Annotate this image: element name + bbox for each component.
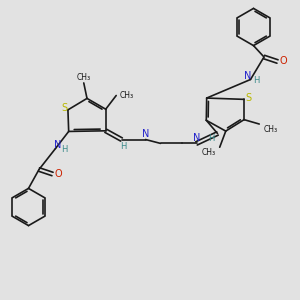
Text: CH₃: CH₃ bbox=[264, 125, 278, 134]
Text: H: H bbox=[61, 145, 67, 154]
Text: O: O bbox=[279, 56, 287, 67]
Text: H: H bbox=[253, 76, 259, 85]
Text: CH₃: CH₃ bbox=[202, 148, 216, 157]
Text: O: O bbox=[54, 169, 62, 179]
Text: S: S bbox=[61, 103, 68, 113]
Text: N: N bbox=[193, 133, 200, 143]
Text: N: N bbox=[54, 140, 61, 150]
Text: N: N bbox=[142, 129, 149, 139]
Text: CH₃: CH₃ bbox=[77, 73, 91, 82]
Text: S: S bbox=[245, 93, 252, 103]
Text: H: H bbox=[208, 134, 214, 143]
Text: CH₃: CH₃ bbox=[120, 91, 134, 100]
Text: H: H bbox=[120, 142, 126, 151]
Text: N: N bbox=[244, 71, 251, 81]
